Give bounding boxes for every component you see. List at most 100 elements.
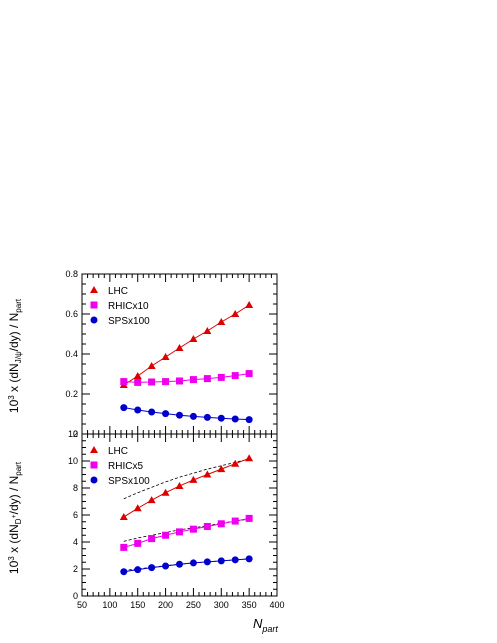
data-point-triangle xyxy=(119,513,128,521)
data-point-triangle xyxy=(133,504,142,512)
y-tick-label: 10 xyxy=(68,456,78,466)
data-point-triangle xyxy=(189,475,198,483)
data-point-triangle xyxy=(203,470,212,478)
legend-label: RHICx10 xyxy=(108,301,149,312)
data-point-triangle xyxy=(147,362,156,369)
legend-label: LHC xyxy=(108,286,128,297)
legend-marker-triangle xyxy=(90,446,98,453)
data-point-circle xyxy=(231,415,239,423)
data-point-circle xyxy=(189,412,197,420)
data-point-circle xyxy=(176,560,183,568)
data-point-triangle xyxy=(189,335,198,342)
panel-bottom-legend: LHC RHICx5 SPSx100 xyxy=(90,446,150,487)
x-tick-label: 350 xyxy=(242,600,257,610)
data-point-triangle xyxy=(245,454,254,462)
dashed-curve xyxy=(123,458,250,500)
y-tick-label: 12 xyxy=(68,429,78,439)
legend-label: SPSx100 xyxy=(108,316,150,327)
data-point-square xyxy=(120,543,128,551)
data-point-circle xyxy=(134,566,142,574)
data-point-circle xyxy=(203,413,211,421)
legend-marker-square xyxy=(90,301,98,309)
data-point-square xyxy=(134,539,142,547)
data-point-square xyxy=(148,535,156,543)
data-point-circle xyxy=(245,555,253,563)
legend-marker-square xyxy=(90,461,98,469)
series-line xyxy=(123,457,250,518)
data-point-triangle xyxy=(147,496,156,504)
data-point-triangle xyxy=(175,344,184,351)
data-point-triangle xyxy=(161,488,170,496)
legend-marker-circle xyxy=(90,476,98,484)
panel-bottom-d-meson: 0 2 4 6 8 10 12 50 100 150 200 250 300 350 400 LHC RHI… xyxy=(7,429,285,610)
data-point-circle xyxy=(217,557,225,565)
data-point-circle xyxy=(120,404,128,412)
data-point-triangle xyxy=(203,327,212,334)
y-tick-label: 2 xyxy=(73,564,78,574)
y-tick-label: 0 xyxy=(73,429,78,439)
data-point-triangle xyxy=(133,372,142,379)
data-point-square xyxy=(148,378,156,386)
legend-marker-triangle xyxy=(90,286,98,293)
x-tick-label: 250 xyxy=(186,600,201,610)
data-point-square xyxy=(176,377,183,385)
series-line xyxy=(123,304,250,386)
x-tick-label: 200 xyxy=(158,600,173,610)
data-point-circle xyxy=(134,406,142,414)
panel-top-series xyxy=(119,301,254,424)
data-point-circle xyxy=(148,408,156,416)
data-point-square xyxy=(176,528,183,536)
data-point-triangle xyxy=(231,310,240,317)
panel-bottom-y-ticks: 0 2 4 6 8 10 12 xyxy=(68,429,277,601)
y-tick-label: 0.2 xyxy=(65,389,78,399)
panel-bottom-y-axis-label: 103 x (dND+/dy) / Npart xyxy=(7,461,23,574)
data-point-square xyxy=(162,378,170,386)
data-point-triangle xyxy=(231,459,240,467)
series-line xyxy=(123,517,250,548)
data-point-triangle xyxy=(175,481,184,489)
data-point-circle xyxy=(245,416,253,424)
legend-label: RHICx5 xyxy=(108,461,143,472)
x-tick-label: 300 xyxy=(214,600,229,610)
data-point-square xyxy=(245,514,253,522)
data-point-triangle xyxy=(245,301,254,308)
y-tick-label: 8 xyxy=(73,483,78,493)
y-tick-label: 4 xyxy=(73,537,78,547)
data-point-circle xyxy=(231,556,239,564)
data-point-square xyxy=(134,378,142,386)
data-point-square xyxy=(231,517,239,525)
y-tick-label: 0.4 xyxy=(65,349,78,359)
data-point-circle xyxy=(217,414,225,422)
panel-top-x-ticks xyxy=(81,274,278,434)
data-point-square xyxy=(189,376,197,384)
legend-marker-circle xyxy=(90,316,98,324)
panel-bottom-x-ticks: 50 100 150 200 250 300 350 400 xyxy=(77,434,285,610)
panel-top-legend: LHC RHICx10 SPSx100 xyxy=(90,286,150,327)
panel-top-y-axis-label: 103 x (dNJ/ψ/dy) / Npart xyxy=(7,298,23,413)
series-line xyxy=(123,558,250,573)
data-point-circle xyxy=(162,410,170,418)
data-point-square xyxy=(245,370,253,378)
data-point-circle xyxy=(189,559,197,567)
data-point-square xyxy=(120,378,128,386)
data-point-triangle xyxy=(217,465,226,473)
data-point-circle xyxy=(203,558,211,566)
y-tick-label: 0.6 xyxy=(65,309,78,319)
data-point-circle xyxy=(176,411,183,419)
y-tick-label: 0 xyxy=(73,591,78,601)
series-line xyxy=(123,373,250,383)
data-point-circle xyxy=(162,562,170,570)
x-tick-label: 50 xyxy=(77,600,87,610)
data-point-square xyxy=(217,373,225,381)
y-tick-label: 0.8 xyxy=(65,269,78,279)
data-point-square xyxy=(162,531,170,539)
data-point-triangle xyxy=(161,353,170,360)
y-tick-label: 6 xyxy=(73,510,78,520)
legend-label: SPSx100 xyxy=(108,476,150,487)
data-point-square xyxy=(217,520,225,528)
series-line xyxy=(123,407,250,421)
panel-bottom-series xyxy=(119,454,254,576)
data-point-triangle xyxy=(217,318,226,325)
